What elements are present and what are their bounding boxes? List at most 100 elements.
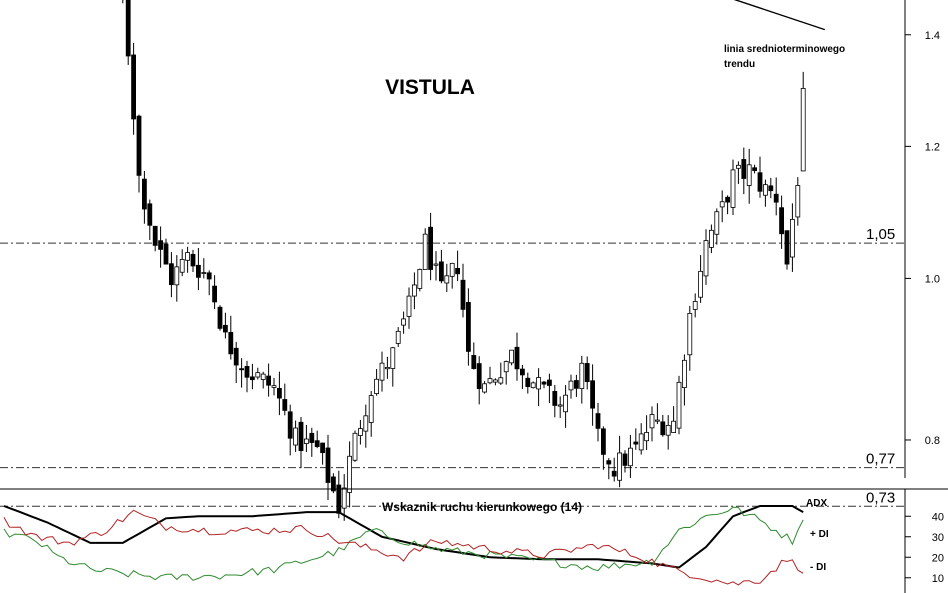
candle-body-up bbox=[687, 313, 693, 356]
candle-body-up bbox=[649, 414, 655, 429]
candle-body-down bbox=[660, 421, 666, 436]
series-line-di bbox=[3, 506, 804, 581]
candle-body-up bbox=[692, 301, 698, 310]
candle-body-down bbox=[514, 346, 520, 370]
adx-ticks: 10 20 30 40 bbox=[905, 511, 944, 585]
candle-body-down bbox=[325, 447, 331, 483]
candle-body-up bbox=[563, 394, 568, 413]
candle-body-up bbox=[579, 362, 585, 389]
series-line-di bbox=[3, 509, 804, 586]
candle-body-up bbox=[709, 229, 714, 248]
candle-body-up bbox=[730, 169, 736, 208]
candle-body-down bbox=[212, 285, 218, 303]
candle-body-up bbox=[406, 295, 412, 317]
candle-body-down bbox=[438, 261, 444, 282]
candle-body-up bbox=[411, 284, 417, 297]
candle-body-down bbox=[244, 366, 250, 378]
candle-body-up bbox=[401, 318, 407, 326]
candle-body-up bbox=[347, 455, 353, 493]
candle-body-up bbox=[790, 218, 795, 258]
level-label: 0,73 bbox=[866, 489, 895, 506]
candle-body-down bbox=[476, 363, 482, 389]
candle-body-up bbox=[395, 330, 401, 344]
candle-body-down bbox=[298, 421, 304, 452]
candle-body-up bbox=[568, 380, 574, 391]
price-ticks: 0.81.01.21.41.6 bbox=[905, 30, 940, 447]
candle-body-down bbox=[233, 347, 239, 366]
candle-body-down bbox=[428, 226, 434, 270]
candle-body-down bbox=[287, 411, 293, 439]
candle-body-up bbox=[352, 432, 358, 461]
candle-body-up bbox=[482, 383, 488, 393]
candle-body-down bbox=[633, 441, 639, 445]
candle-body-down bbox=[768, 185, 774, 192]
candle-body-up bbox=[719, 201, 725, 208]
adx-tick-label: 10 bbox=[932, 573, 944, 585]
adx-lines bbox=[3, 505, 804, 586]
trendline-label-line2: trendu bbox=[724, 59, 755, 70]
candle-body-up bbox=[179, 259, 185, 273]
candle-body-up bbox=[341, 487, 347, 509]
candle-body-up bbox=[665, 424, 671, 436]
candle-body-up bbox=[746, 164, 752, 186]
candle-body-up bbox=[763, 184, 768, 196]
candle-body-up bbox=[503, 361, 509, 373]
candle-body-up bbox=[422, 233, 428, 270]
candle-body-up bbox=[530, 382, 536, 389]
candle-body-up bbox=[492, 379, 498, 383]
candle-body-down bbox=[239, 368, 245, 371]
candle-body-up bbox=[433, 263, 439, 266]
candle-body-down bbox=[465, 302, 471, 352]
candle-body-down bbox=[314, 440, 320, 447]
candle-body-down bbox=[152, 225, 158, 246]
candle-body-up bbox=[509, 349, 515, 364]
candle-body-down bbox=[541, 381, 547, 385]
legend-adx: ADX bbox=[806, 498, 827, 509]
candle-body-down bbox=[601, 428, 606, 455]
candle-body-down bbox=[158, 240, 164, 250]
candle-body-down bbox=[784, 230, 790, 265]
candle-body-down bbox=[611, 470, 617, 477]
candle-body-up bbox=[444, 275, 450, 284]
price-tick-label: 1.0 bbox=[925, 273, 940, 285]
candle-body-down bbox=[168, 263, 174, 286]
indicator-title: Wskaznik ruchu kierunkowego (14) bbox=[382, 500, 582, 514]
trendline-label-line1: linia sredniotermin​owego bbox=[724, 44, 845, 55]
candle-body-up bbox=[368, 395, 374, 423]
candle-body-up bbox=[174, 266, 180, 286]
legend-plus-di: + DI bbox=[810, 529, 829, 540]
candle-body-down bbox=[330, 476, 336, 492]
candle-body-up bbox=[536, 377, 541, 390]
candle-body-up bbox=[417, 269, 423, 289]
candle-body-up bbox=[800, 88, 806, 172]
price-tick-label: 1.2 bbox=[925, 141, 940, 153]
candle-body-down bbox=[752, 167, 757, 171]
candle-body-up bbox=[357, 428, 363, 436]
candle-body-down bbox=[595, 413, 601, 429]
candle-body-down bbox=[206, 272, 212, 280]
candle-body-up bbox=[379, 362, 385, 381]
candle-body-up bbox=[487, 378, 493, 384]
candle-body-down bbox=[249, 376, 255, 381]
candle-body-down bbox=[336, 484, 342, 514]
candle-body-up bbox=[384, 366, 390, 370]
series-line-adx bbox=[3, 505, 804, 569]
candle-body-up bbox=[676, 381, 682, 429]
candle-body-down bbox=[741, 159, 747, 179]
candle-body-up bbox=[557, 404, 563, 407]
price-tick-label: 1.4 bbox=[925, 30, 940, 42]
candle-body-up bbox=[449, 262, 455, 277]
candle-body-down bbox=[574, 380, 579, 389]
candle-body-down bbox=[131, 54, 137, 120]
candle-body-down bbox=[217, 306, 223, 329]
candle-body-down bbox=[282, 399, 288, 411]
candle-body-down bbox=[584, 363, 590, 383]
level-label: 1,05 bbox=[866, 226, 895, 243]
candle-body-down bbox=[460, 279, 466, 310]
candle-body-down bbox=[455, 268, 461, 275]
candle-body-down bbox=[195, 264, 201, 278]
candle-body-down bbox=[779, 207, 784, 235]
candle-body-down bbox=[525, 377, 531, 388]
candle-body-up bbox=[628, 447, 633, 467]
medium-term-trendline bbox=[733, 0, 826, 31]
